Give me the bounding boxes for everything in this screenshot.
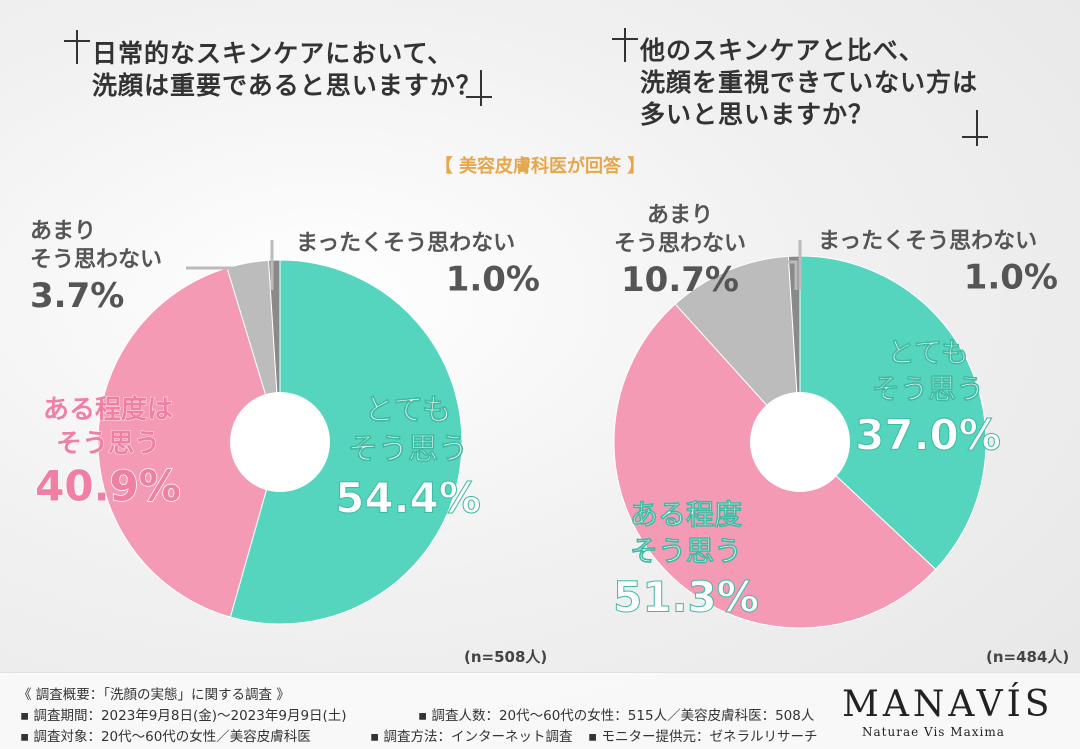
- question-left-line1: 日常的なスキンケアにおいて、: [92, 39, 454, 68]
- pie2-leader-3: [786, 260, 798, 290]
- tagline: 【 美容皮膚科医が回答 】: [434, 156, 646, 177]
- pie1-center-hole: [230, 392, 330, 492]
- pie2-center-hole: [750, 392, 850, 492]
- question-left: 日常的なスキンケアにおいて、 洗顔は重要であると思いますか？: [92, 38, 482, 102]
- pie1-slice-1-value-label: 54.4%: [335, 474, 481, 523]
- pie2-slice-2-name-line-1: ある程度: [630, 498, 742, 531]
- pie2-slice-1-value-label: 37.0%: [855, 411, 1001, 460]
- pie1-slice-3-name-line-1: あまり: [30, 219, 96, 244]
- pie2-slice-4-value-label: 1.0%: [964, 258, 1058, 298]
- n-label-left: (n=508人): [464, 648, 548, 666]
- pie2-slice-3-name-line-1: あまり: [647, 203, 713, 228]
- pie1-slice-3-name-line-2: そう思わない: [30, 248, 162, 273]
- pie1-leader-3: [186, 266, 252, 290]
- question-right-line2: 洗顔を重視できていない方は: [640, 68, 979, 97]
- n-label-right: (n=484人): [986, 648, 1070, 666]
- pie1-slice-4-name-line-1: まったくそう思わない: [296, 231, 515, 256]
- question-right-line1: 他のスキンケアと比べ、: [640, 36, 925, 65]
- pie1-slice-1: [229, 259, 463, 625]
- pie2-slice-3: [674, 255, 801, 444]
- pie1-slice-4-value-label: 1.0%: [446, 260, 540, 300]
- footer-target: ▪ 調査対象：20代〜60代の女性／美容皮膚科医: [20, 729, 311, 745]
- brand-tagline: Naturae Vis Maxima: [862, 725, 1005, 739]
- pie2-slice-2-value-label: 51.3%: [613, 573, 759, 622]
- footer-period: ▪ 調査期間：2023年9月8日(金)〜2023年9月9日(土): [20, 708, 347, 724]
- footer-count: ▪ 調査人数：20代〜60代の女性：515人／美容皮膚科医：508人: [418, 708, 815, 724]
- pie2-slice-1: [799, 255, 987, 571]
- pie1-slice-2-name-line-2: そう思う: [56, 429, 160, 459]
- question-left-line2: 洗顔は重要であると思いますか？: [92, 71, 482, 100]
- pie2-slice-4-name-line-1: まったくそう思わない: [818, 229, 1037, 254]
- pie1-slice-2-value-label: 40.9%: [35, 461, 181, 510]
- pie1-slice-1-name-line-1: とても: [364, 393, 452, 428]
- footer: 《 調査概要：「洗顔の実態」に関する調査 》 ▪ 調査期間：2023年9月8日(…: [0, 672, 1080, 749]
- pie2-slice-1-name-line-1: とても: [887, 336, 969, 369]
- pie2-slice-2-name-line-2: そう思う: [630, 534, 742, 567]
- pie1-slice-1-name-line-2: そう思う: [348, 432, 468, 467]
- footer-method: ▪ 調査方法：インターネット調査: [370, 729, 573, 745]
- pie2-slice-3-value-label: 10.7%: [621, 260, 739, 300]
- pie1-slice-2: [97, 267, 281, 618]
- brand-logo: MANAVÍS: [842, 684, 1054, 725]
- question-right: 他のスキンケアと比べ、 洗顔を重視できていない方は 多いと思いますか？: [640, 35, 978, 131]
- pie1-slice-2-name-line-1: ある程度は: [43, 394, 173, 425]
- pie1-slice-3-value-label: 3.7%: [30, 276, 124, 316]
- pie-charts: とてもそう思う54.4%ある程度はそう思う40.9%あまりそう思わない3.7%ま…: [30, 203, 1058, 629]
- question-right-line3: 多いと思いますか？: [640, 100, 875, 129]
- pie2-slice-3-name-line-2: そう思わない: [614, 232, 746, 257]
- footer-provider: ▪ モニター提供元：ゼネラルリサーチ: [588, 729, 818, 745]
- pie2-slice-1-name-line-2: そう思う: [872, 372, 984, 405]
- footer-title: 《 調査概要：「洗顔の実態」に関する調査 》: [18, 687, 290, 703]
